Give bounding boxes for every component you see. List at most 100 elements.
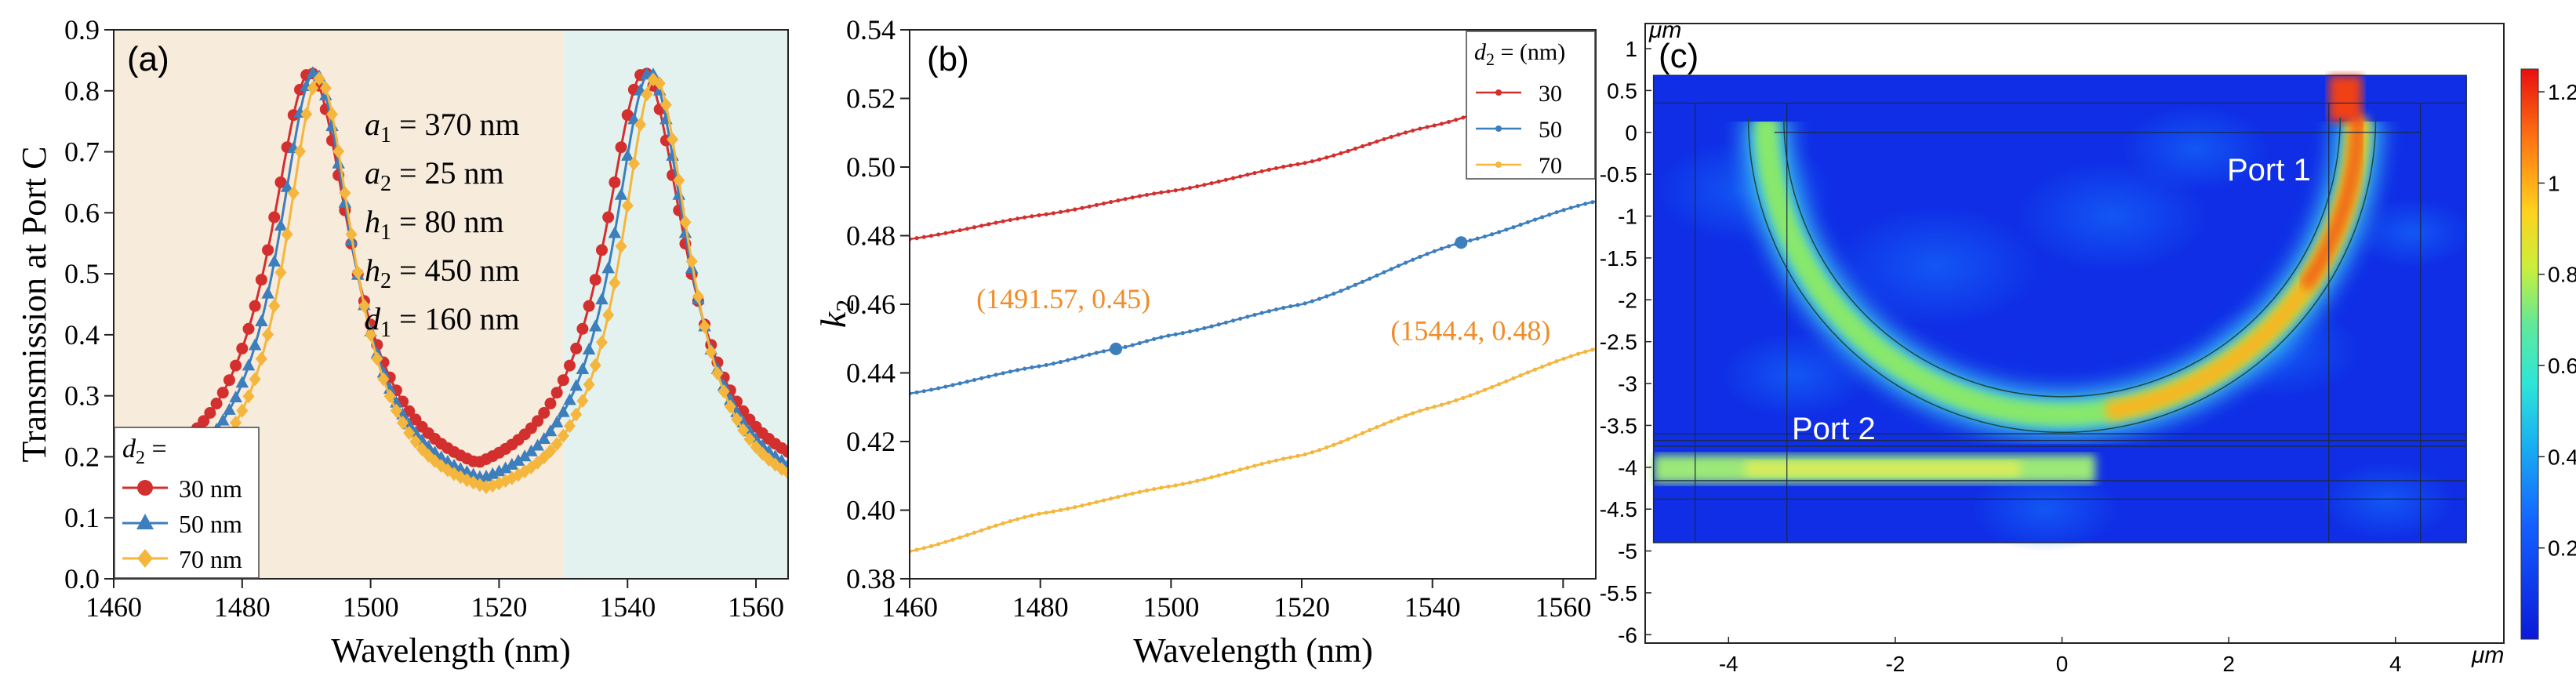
panel-a-legend-marker bbox=[136, 514, 154, 529]
panel-b-data-point bbox=[1166, 484, 1171, 489]
panel-b-data-point bbox=[1123, 493, 1128, 498]
panel-b-data-point bbox=[1554, 359, 1559, 364]
panel-a-data-point bbox=[743, 432, 756, 447]
panel-b-data-point bbox=[1403, 413, 1408, 418]
panel-a-data-point bbox=[750, 439, 762, 454]
panel-b-data-point bbox=[1266, 309, 1271, 314]
panel-b-data-point bbox=[1130, 343, 1135, 347]
panel-b-data-point bbox=[914, 547, 919, 552]
panel-b-data-point bbox=[1568, 205, 1573, 210]
panel-b-data-point bbox=[936, 386, 941, 391]
panel-a-data-point bbox=[255, 274, 267, 286]
panel-b-data-point bbox=[1273, 307, 1279, 312]
panel-a-data-point bbox=[332, 144, 345, 158]
panel-b-data-point bbox=[1475, 391, 1480, 395]
panel-a-data-point bbox=[499, 461, 512, 474]
panel-b-series bbox=[910, 93, 1596, 554]
panel-b-data-point bbox=[1058, 507, 1063, 512]
panel-b-data-point bbox=[928, 543, 934, 548]
panel-a-data-point bbox=[570, 407, 583, 422]
colorbar-tick-label: 0.2 bbox=[2548, 536, 2576, 561]
panel-a-data-point bbox=[339, 186, 351, 201]
panel-b-data-point bbox=[1568, 354, 1573, 358]
panel-b-xtick-label: 1540 bbox=[1404, 591, 1461, 623]
panel-a-data-point bbox=[345, 227, 358, 242]
panel-b-data-point bbox=[936, 232, 941, 237]
panel-b-data-point bbox=[921, 389, 926, 394]
panel-b-data-point bbox=[1073, 504, 1077, 510]
panel-a-data-point bbox=[338, 195, 352, 208]
panel-b-data-point bbox=[1497, 382, 1502, 387]
panel-b-data-point bbox=[928, 387, 934, 392]
panel-b-data-point bbox=[994, 373, 998, 377]
panel-a-data-point bbox=[608, 226, 622, 238]
panel-c-xtick-label: 2 bbox=[2222, 652, 2235, 676]
panel-b-data-point bbox=[1015, 368, 1020, 373]
panel-b-label: (b) bbox=[927, 40, 969, 78]
panel-b-data-point bbox=[986, 525, 991, 530]
panel-b-data-point bbox=[1066, 358, 1070, 362]
panel-a-data-point bbox=[371, 351, 383, 366]
panel-a-data-point bbox=[724, 399, 736, 414]
panel-a-data-point bbox=[531, 438, 544, 451]
panel-b-ytick-label: 0.54 bbox=[846, 14, 896, 45]
panel-b-data-point bbox=[1389, 267, 1393, 271]
panel-b-data-point bbox=[1346, 148, 1350, 154]
panel-a-parameter: d1 = 160 nm bbox=[365, 301, 520, 342]
colorbar-tick-label: 0.8 bbox=[2548, 263, 2576, 287]
panel-b-data-point bbox=[1454, 118, 1459, 122]
panel-b-data-point bbox=[1353, 282, 1357, 287]
panel-a-data-point bbox=[261, 286, 274, 299]
panel-a-ytick-label: 0.6 bbox=[64, 197, 100, 228]
panel-b-data-point bbox=[1051, 509, 1055, 514]
panel-b-data-point bbox=[1087, 352, 1092, 357]
panel-a-data-point bbox=[223, 374, 235, 387]
panel-c-ytick-label: -6 bbox=[1618, 623, 1637, 647]
panel-a-data-point bbox=[268, 299, 281, 314]
panel-b-data-point bbox=[1051, 361, 1055, 366]
panel-b-data-point bbox=[1403, 260, 1408, 265]
panel-b-data-point bbox=[1180, 187, 1185, 191]
panel-a-data-point bbox=[634, 117, 647, 132]
panel-a-data-point bbox=[307, 81, 319, 96]
bus-waveguide-core bbox=[1745, 460, 2021, 477]
panel-b-legend-label: 70 bbox=[1539, 153, 1562, 179]
panel-b-data-point bbox=[1216, 473, 1221, 478]
panel-a-data-point bbox=[351, 265, 364, 280]
panel-b-data-point bbox=[1008, 217, 1012, 223]
panel-b-data-point bbox=[1518, 222, 1523, 227]
panel-b-xtick-label: 1520 bbox=[1273, 591, 1330, 623]
panel-b-data-point bbox=[1303, 452, 1307, 456]
panel-a-data-point bbox=[589, 358, 601, 373]
panel-b-data-point bbox=[1180, 331, 1185, 336]
panel-a-data-point bbox=[230, 415, 242, 430]
panel-a-data-point bbox=[255, 351, 267, 366]
panel-b-data-point bbox=[972, 377, 977, 383]
panel-b-data-point bbox=[1396, 416, 1401, 421]
panel-b-data-point bbox=[943, 540, 948, 544]
panel-c-ytick-label: -0.5 bbox=[1600, 162, 1637, 187]
panel-b-data-point bbox=[1439, 402, 1444, 407]
panel-a-data-point bbox=[255, 314, 268, 327]
panel-b-data-point bbox=[979, 224, 984, 228]
panel-c-ytick-label: 0 bbox=[1625, 121, 1637, 145]
panel-b-data-point bbox=[1058, 209, 1063, 214]
panel-a-parameter: h1 = 80 nm bbox=[365, 204, 504, 245]
panel-a-legend-marker bbox=[137, 480, 153, 496]
panel-b-legend-marker bbox=[1495, 125, 1502, 132]
panel-a-data-point bbox=[601, 261, 615, 274]
panel-b-data-point bbox=[1281, 456, 1286, 461]
panel-b-data-point bbox=[1446, 119, 1451, 125]
panel-b-data-point bbox=[1583, 349, 1588, 354]
panel-b-data-point bbox=[1216, 322, 1221, 327]
panel-b-annotation: (1491.57, 0.45) bbox=[976, 283, 1150, 314]
panel-b-data-point bbox=[1173, 188, 1178, 193]
panel-a-data-point bbox=[248, 338, 262, 351]
panel-b-data-point bbox=[972, 530, 977, 535]
panel-a-data-point bbox=[564, 359, 576, 372]
panel-c-axes: -4 -2 0 2 4 1 0.5 0 -0.5 -1 -1.5 -2 -2.5 -3 -3.5 -4 -4.5… bbox=[1600, 37, 2402, 676]
panel-a-xtick-label: 1480 bbox=[214, 591, 271, 623]
panel-b-data-point bbox=[1411, 411, 1415, 416]
panel-b-data-point bbox=[1432, 123, 1437, 128]
panel-a-xtick-label: 1520 bbox=[471, 591, 527, 623]
